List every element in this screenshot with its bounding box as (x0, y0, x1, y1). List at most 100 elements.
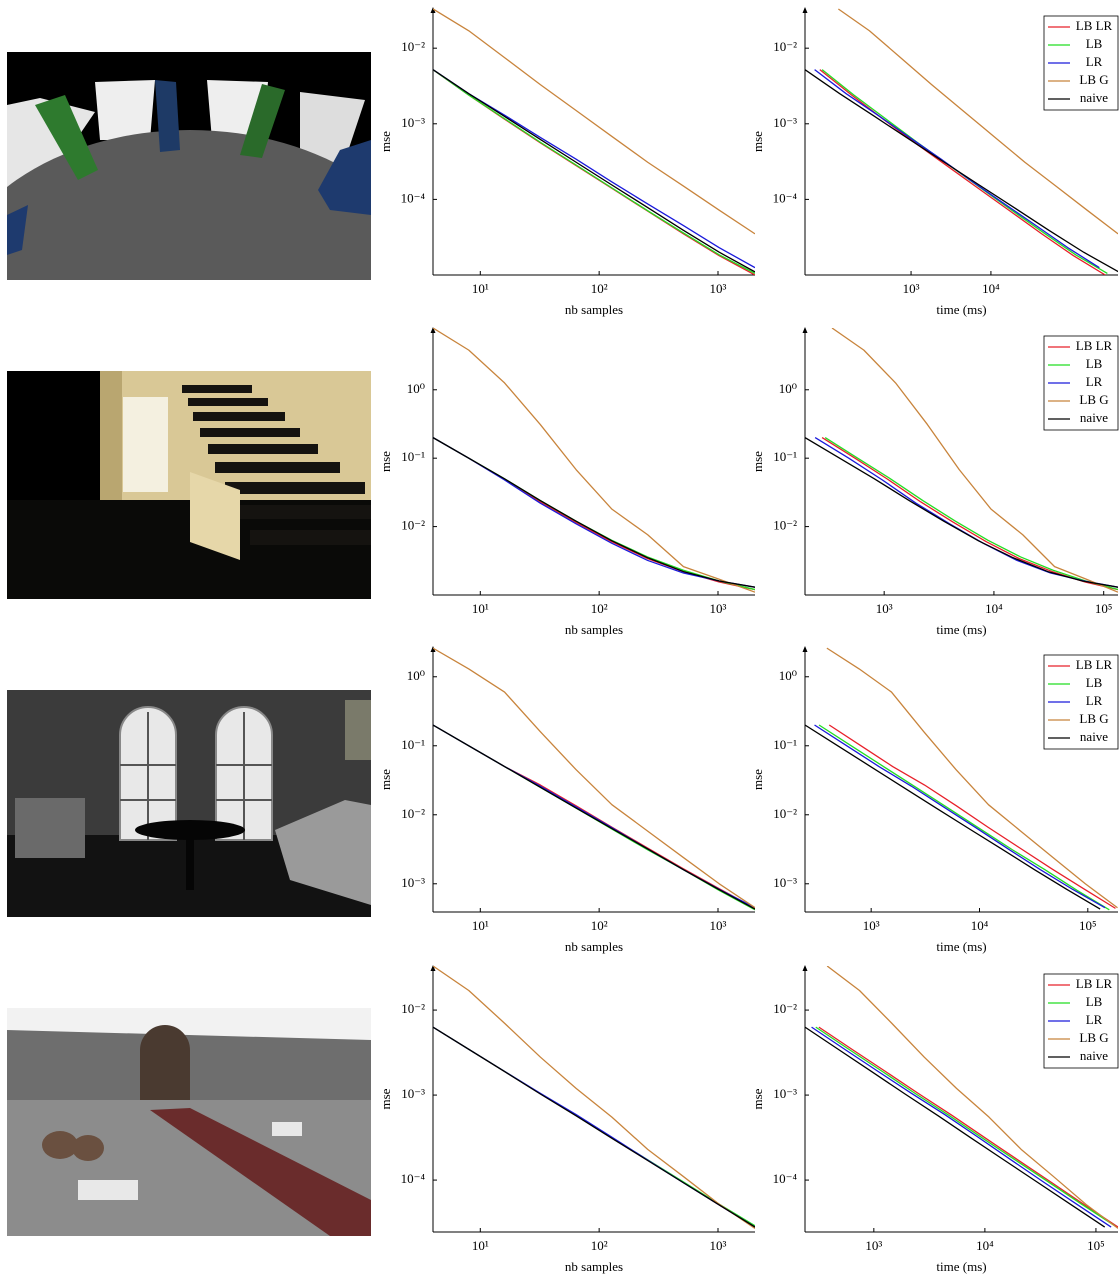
series-line (433, 438, 755, 590)
x-tick-label: 10⁴ (985, 601, 1003, 616)
series-line (433, 648, 755, 908)
axis-arrow (803, 965, 808, 971)
x-tick-label: 10³ (865, 1238, 882, 1253)
x-tick-label: 10¹ (472, 601, 489, 616)
series-line (825, 438, 1118, 590)
y-tick-label: 10⁰ (779, 381, 797, 396)
legend: LB LRLBLRLB Gnaive (1044, 16, 1118, 110)
y-tick-label: 10⁻¹ (401, 449, 425, 464)
y-tick-label: 10⁻³ (401, 1086, 425, 1101)
x-tick-label: 10² (591, 918, 608, 933)
x-axis-title: nb samples (565, 939, 623, 954)
legend-label: LB LR (1076, 338, 1113, 353)
y-tick-label: 10⁻² (401, 1001, 425, 1016)
series-group (433, 648, 755, 910)
x-tick-label: 10³ (710, 918, 727, 933)
y-tick-label: 10⁻⁴ (773, 1171, 798, 1186)
axis-arrow (431, 965, 436, 971)
axis-arrow (803, 7, 808, 13)
page: {"chart_data": [ {"type": "line", "x_lab… (0, 0, 1120, 1280)
y-tick-label: 10⁻³ (401, 875, 425, 890)
axis-arrow (803, 327, 808, 333)
y-axis-title: mse (750, 769, 765, 790)
x-tick-label: 10¹ (472, 918, 489, 933)
x-tick-label: 10³ (710, 281, 727, 296)
legend-label: LB G (1079, 72, 1108, 87)
y-tick-label: 10⁻⁴ (773, 190, 798, 205)
y-tick-label: 10⁻¹ (401, 737, 425, 752)
y-tick-label: 10⁰ (407, 668, 425, 683)
legend-label: LR (1086, 54, 1103, 69)
y-axis-title: mse (750, 131, 765, 152)
x-axis-title: time (ms) (936, 622, 986, 637)
x-tick-label: 10⁴ (971, 918, 989, 933)
series-line (819, 725, 1109, 910)
y-axis-title: mse (378, 769, 393, 790)
x-tick-label: 10³ (863, 918, 880, 933)
x-axis-title: time (ms) (936, 939, 986, 954)
series-line (433, 1027, 755, 1227)
series-line (433, 966, 755, 1228)
y-axis-title: mse (750, 451, 765, 472)
x-tick-label: 10³ (876, 601, 893, 616)
y-tick-label: 10⁻¹ (773, 737, 797, 752)
series-line (433, 438, 755, 590)
legend: LB LR LB LR LB G naive (1044, 336, 1118, 430)
x-axis-title: nb samples (565, 622, 623, 637)
x-axis-title: nb samples (565, 302, 623, 317)
legend-label: LB G (1079, 392, 1108, 407)
x-tick-label: 10⁴ (982, 281, 1000, 296)
y-tick-label: 10⁻³ (773, 1086, 797, 1101)
series-group (433, 328, 755, 592)
y-tick-label: 10⁻² (773, 806, 797, 821)
series-line (805, 725, 1100, 909)
legend-label: LB (1086, 675, 1103, 690)
legend-label: LB (1086, 356, 1103, 371)
x-tick-label: 10² (591, 281, 608, 296)
series-line (433, 70, 755, 274)
legend-label: naive (1080, 410, 1108, 425)
y-tick-label: 10⁻² (773, 518, 797, 533)
x-tick-label: 10⁵ (1079, 918, 1097, 933)
x-tick-label: 10³ (903, 281, 920, 296)
legend-label: LR (1086, 374, 1103, 389)
series-line (433, 70, 755, 268)
legend-label: LB G (1079, 711, 1108, 726)
y-tick-label: 10⁻³ (401, 115, 425, 130)
y-tick-label: 10⁻² (773, 1001, 797, 1016)
y-axis-title: mse (378, 451, 393, 472)
y-tick-label: 10⁰ (407, 381, 425, 396)
series-line (829, 725, 1115, 908)
axis-arrow (803, 646, 808, 652)
legend-label: LB LR (1076, 18, 1113, 33)
legend-label: LB LR (1076, 657, 1113, 672)
y-tick-label: 10⁰ (779, 668, 797, 683)
x-tick-label: 10⁵ (1087, 1238, 1105, 1253)
axis-arrow (431, 327, 436, 333)
figure: 10¹ 10² 10³ 10⁻² 10⁻³ 10⁻⁴ nb samples mse 10³ 10⁴… (0, 0, 1120, 1280)
x-axis-title: nb samples (565, 1259, 623, 1274)
x-axis-title: time (ms) (936, 302, 986, 317)
series-group (433, 9, 755, 275)
y-tick-label: 10⁻² (773, 39, 797, 54)
legend-label: LR (1086, 693, 1103, 708)
y-tick-label: 10⁻⁴ (401, 1171, 426, 1186)
x-tick-label: 10³ (710, 1238, 727, 1253)
y-tick-label: 10⁻¹ (773, 449, 797, 464)
chart: 10¹10²10³10⁻²10⁻³10⁻⁴nb samplesmse (378, 7, 755, 317)
y-tick-label: 10⁻² (401, 518, 425, 533)
x-tick-label: 10¹ (472, 281, 489, 296)
series-group (433, 966, 755, 1228)
scene-image (7, 371, 371, 599)
series-line (433, 438, 755, 588)
legend-label: naive (1080, 1048, 1108, 1063)
legend-label: LR (1086, 1012, 1103, 1027)
series-line (822, 438, 1118, 590)
y-tick-label: 10⁻⁴ (401, 190, 426, 205)
x-tick-label: 10⁴ (976, 1238, 994, 1253)
series-line (433, 438, 755, 588)
